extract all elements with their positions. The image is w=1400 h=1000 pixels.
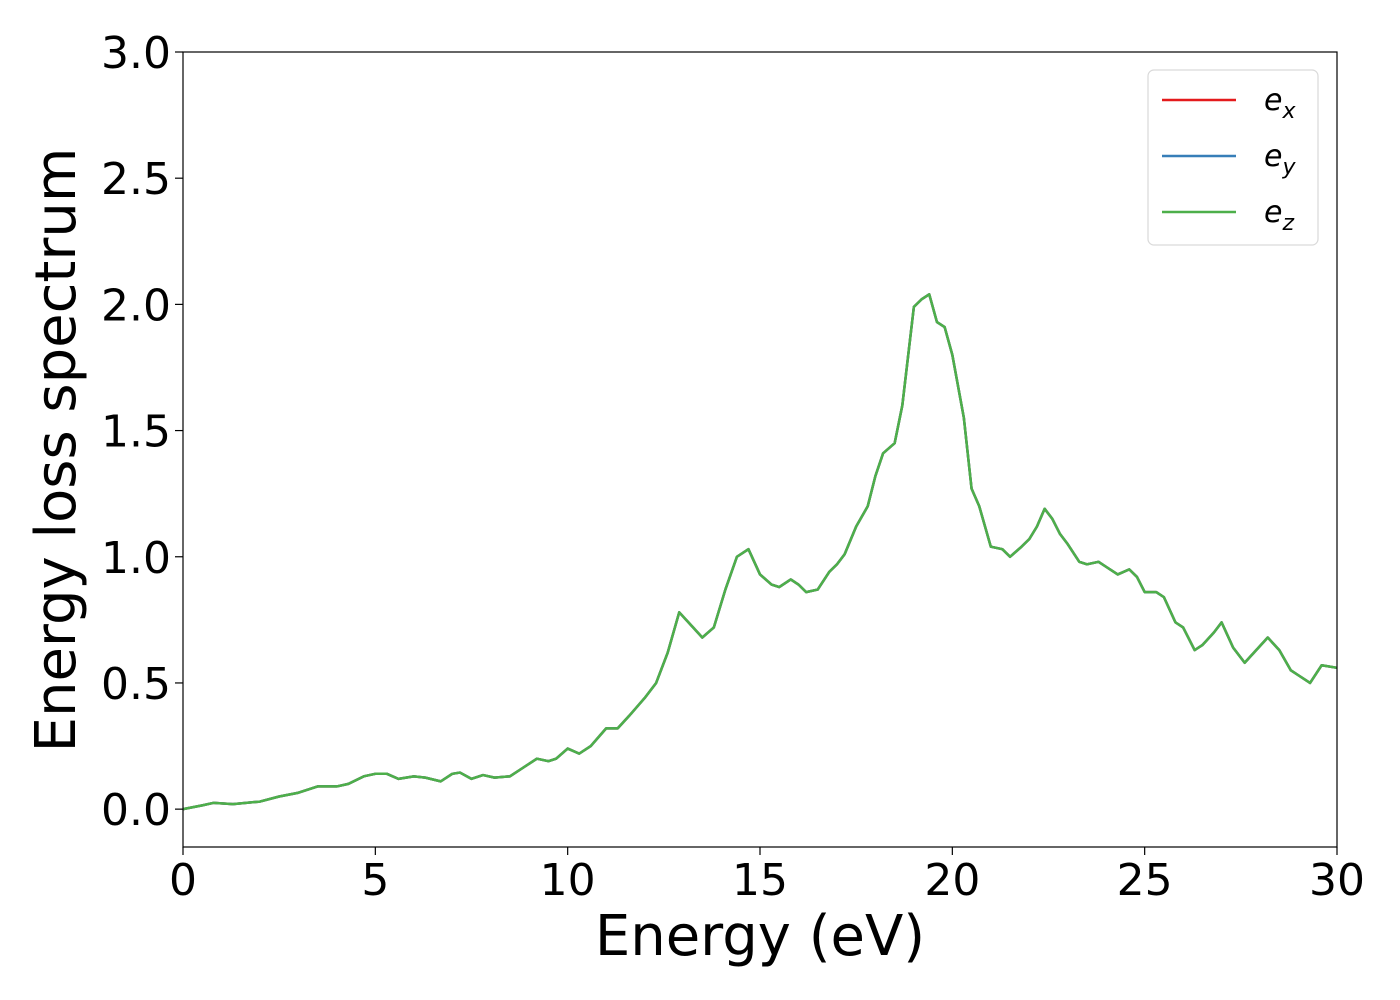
y-tick-label: 0.5 [101,659,171,710]
legend-label-base: e [1264,139,1282,174]
x-axis-title: Energy (eV) [595,904,925,969]
legend-label-subscript: x [1281,99,1296,124]
plot-area [182,293,1338,811]
legend-label-subscript: y [1281,155,1296,180]
x-tick-label: 30 [1309,855,1365,906]
legend-label-base: e [1264,83,1282,118]
x-tick-label: 15 [732,855,788,906]
legend-box [1147,69,1319,246]
y-tick-label: 2.5 [101,154,171,205]
y-axis: 0.0 0.5 1.0 1.5 2.0 2.5 3.0 [101,28,183,836]
y-tick-label: 1.0 [101,533,171,584]
series-line-ey [182,293,1338,811]
x-tick-label: 25 [1117,855,1173,906]
x-tick-label: 10 [540,855,596,906]
x-tick-label: 0 [169,855,197,906]
legend-label-ez: ez [1264,195,1294,236]
x-axis: 0 5 10 15 20 25 30 [169,847,1365,906]
legend-label-base: e [1264,195,1282,230]
y-tick-label: 2.0 [101,280,171,331]
legend-label-subscript: z [1281,211,1294,236]
x-tick-label: 5 [361,855,389,906]
y-tick-label: 3.0 [101,28,171,79]
series-line-ez [182,293,1338,811]
series-line-ex [182,293,1338,811]
y-tick-label: 1.5 [101,407,171,458]
legend-label-ex: ex [1264,83,1296,124]
y-tick-label: 0.0 [101,785,171,836]
y-axis-title: Energy loss spectrum [24,148,89,753]
legend-label-ey: ey [1264,139,1296,180]
x-tick-label: 20 [924,855,980,906]
